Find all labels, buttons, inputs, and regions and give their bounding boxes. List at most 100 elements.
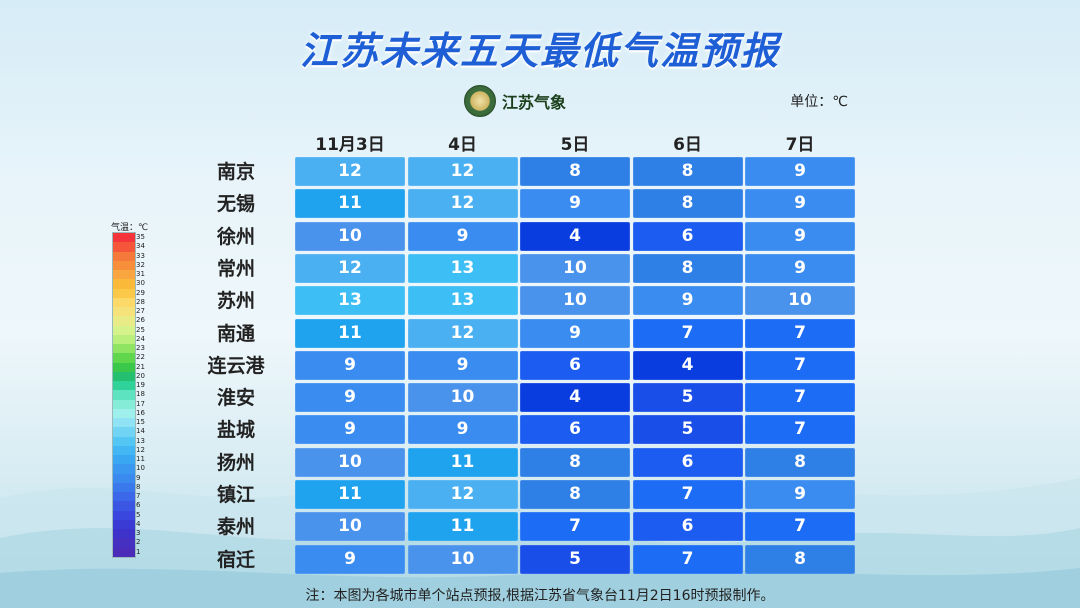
legend-level-label: 12	[136, 445, 145, 454]
legend-swatch	[113, 427, 135, 437]
temperature-cell: 8	[632, 189, 743, 219]
legend-level-label: 8	[136, 482, 141, 491]
legend-swatch	[113, 288, 135, 298]
legend-level-label: 1	[136, 547, 141, 556]
temperature-cell: 7	[745, 318, 855, 348]
legend-swatch	[113, 270, 135, 280]
legend-level-label: 3	[136, 529, 141, 537]
legend-level-label: 22	[136, 353, 145, 362]
temperature-cell: 8	[745, 544, 855, 574]
temperature-cell: 9	[407, 350, 518, 380]
footnote: 注：本图为各城市单个站点预报,根据江苏省气象台11月2日16时预报制作。	[305, 588, 775, 604]
legend-swatch	[113, 297, 135, 307]
temperature-cell: 10	[295, 447, 405, 477]
temperature-cell: 7	[745, 350, 855, 380]
legend-level-label: 4	[136, 519, 141, 528]
legend-level-label: 21	[136, 362, 145, 371]
legend-swatch	[113, 408, 135, 418]
temperature-cell: 6	[520, 350, 630, 380]
temperature-cell: 10	[407, 383, 518, 413]
legend-level-label: 2	[136, 538, 141, 547]
temperature-cell: 9	[295, 415, 405, 445]
legend-swatch	[113, 325, 135, 335]
legend-swatch	[113, 445, 135, 455]
legend-level-label: 15	[136, 418, 145, 426]
column-header: 11月3日	[315, 135, 385, 155]
legend-level-label: 18	[136, 390, 145, 399]
legend-level-label: 29	[136, 288, 145, 297]
legend-level-label: 27	[136, 307, 145, 315]
temperature-cell: 7	[632, 318, 743, 348]
temperature-cell: 11	[295, 480, 405, 509]
legend-level-label: 33	[136, 251, 145, 260]
legend-level-label: 25	[136, 325, 145, 334]
jiangsu-meteorology-emblem-icon	[464, 85, 496, 117]
temperature-cell: 9	[520, 189, 630, 219]
legend-level-label: 23	[136, 344, 145, 352]
legend-level-label: 28	[136, 297, 145, 306]
temperature-cell: 8	[520, 447, 630, 477]
unit-label: 单位：℃	[790, 94, 848, 110]
temperature-cell: 9	[745, 480, 855, 509]
temperature-cell: 7	[632, 480, 743, 509]
row-header-city: 盐城	[216, 419, 255, 442]
temperature-cell: 13	[407, 286, 518, 316]
legend-level-label: 10	[136, 464, 145, 473]
temperature-cell: 10	[295, 221, 405, 251]
temperature-cell: 10	[745, 286, 855, 316]
legend-level-label: 6	[136, 501, 141, 510]
legend-swatch	[113, 547, 135, 557]
legend-level-label: 26	[136, 316, 145, 325]
temperature-cell: 10	[520, 286, 630, 316]
legend-swatch	[113, 371, 135, 381]
legend-swatch	[113, 307, 135, 317]
temperature-cell: 9	[745, 253, 855, 283]
row-header-city: 泰州	[216, 516, 255, 539]
legend-swatch	[113, 344, 135, 354]
row-header-city: 扬州	[216, 451, 255, 474]
temperature-cell: 6	[632, 447, 743, 477]
legend-level-label: 30	[136, 279, 145, 288]
temperature-cell: 10	[407, 544, 518, 574]
legend-level-label: 14	[136, 427, 145, 436]
legend-level-label: 17	[136, 399, 145, 408]
temperature-cell: 11	[407, 447, 518, 477]
logo-text: 江苏气象	[502, 93, 567, 112]
temperature-cell: 12	[407, 318, 518, 348]
legend-level-label: 31	[136, 270, 145, 278]
temperature-cell: 9	[520, 318, 630, 348]
legend-swatch	[113, 353, 135, 363]
temperature-cell: 10	[295, 512, 405, 542]
legend-swatch	[113, 279, 135, 289]
temperature-cell: 9	[407, 221, 518, 251]
temperature-cell: 8	[520, 480, 630, 509]
legend-level-label: 16	[136, 408, 145, 417]
legend-swatch	[113, 381, 135, 391]
temperature-cell: 11	[295, 189, 405, 219]
temperature-cell: 12	[407, 480, 518, 509]
row-header-city: 南京	[216, 161, 255, 183]
row-header-city: 淮安	[216, 387, 255, 410]
legend-swatch	[113, 260, 135, 270]
legend-level-label: 20	[136, 371, 145, 380]
legend-swatch	[113, 482, 135, 492]
legend-title: 气温：℃	[111, 223, 149, 233]
legend-level-label: 24	[136, 334, 145, 343]
legend-level-label: 34	[136, 242, 145, 251]
legend-swatch	[113, 436, 135, 446]
legend-swatch	[113, 390, 135, 400]
legend-color-bar	[112, 232, 136, 558]
temperature-cell: 7	[520, 512, 630, 542]
temperature-cell: 9	[632, 286, 743, 316]
temperature-cell: 4	[520, 221, 630, 251]
temperature-cell: 9	[745, 157, 855, 186]
legend-swatch	[113, 316, 135, 326]
temperature-cell: 13	[295, 286, 405, 316]
legend-level-label: 7	[136, 492, 141, 500]
legend-swatch	[113, 242, 135, 252]
row-header-city: 南通	[216, 322, 255, 345]
column-header: 4日	[448, 135, 477, 155]
temperature-cell: 6	[632, 512, 743, 542]
legend-level-label: 19	[136, 381, 145, 389]
legend-level-label: 35	[136, 233, 145, 241]
